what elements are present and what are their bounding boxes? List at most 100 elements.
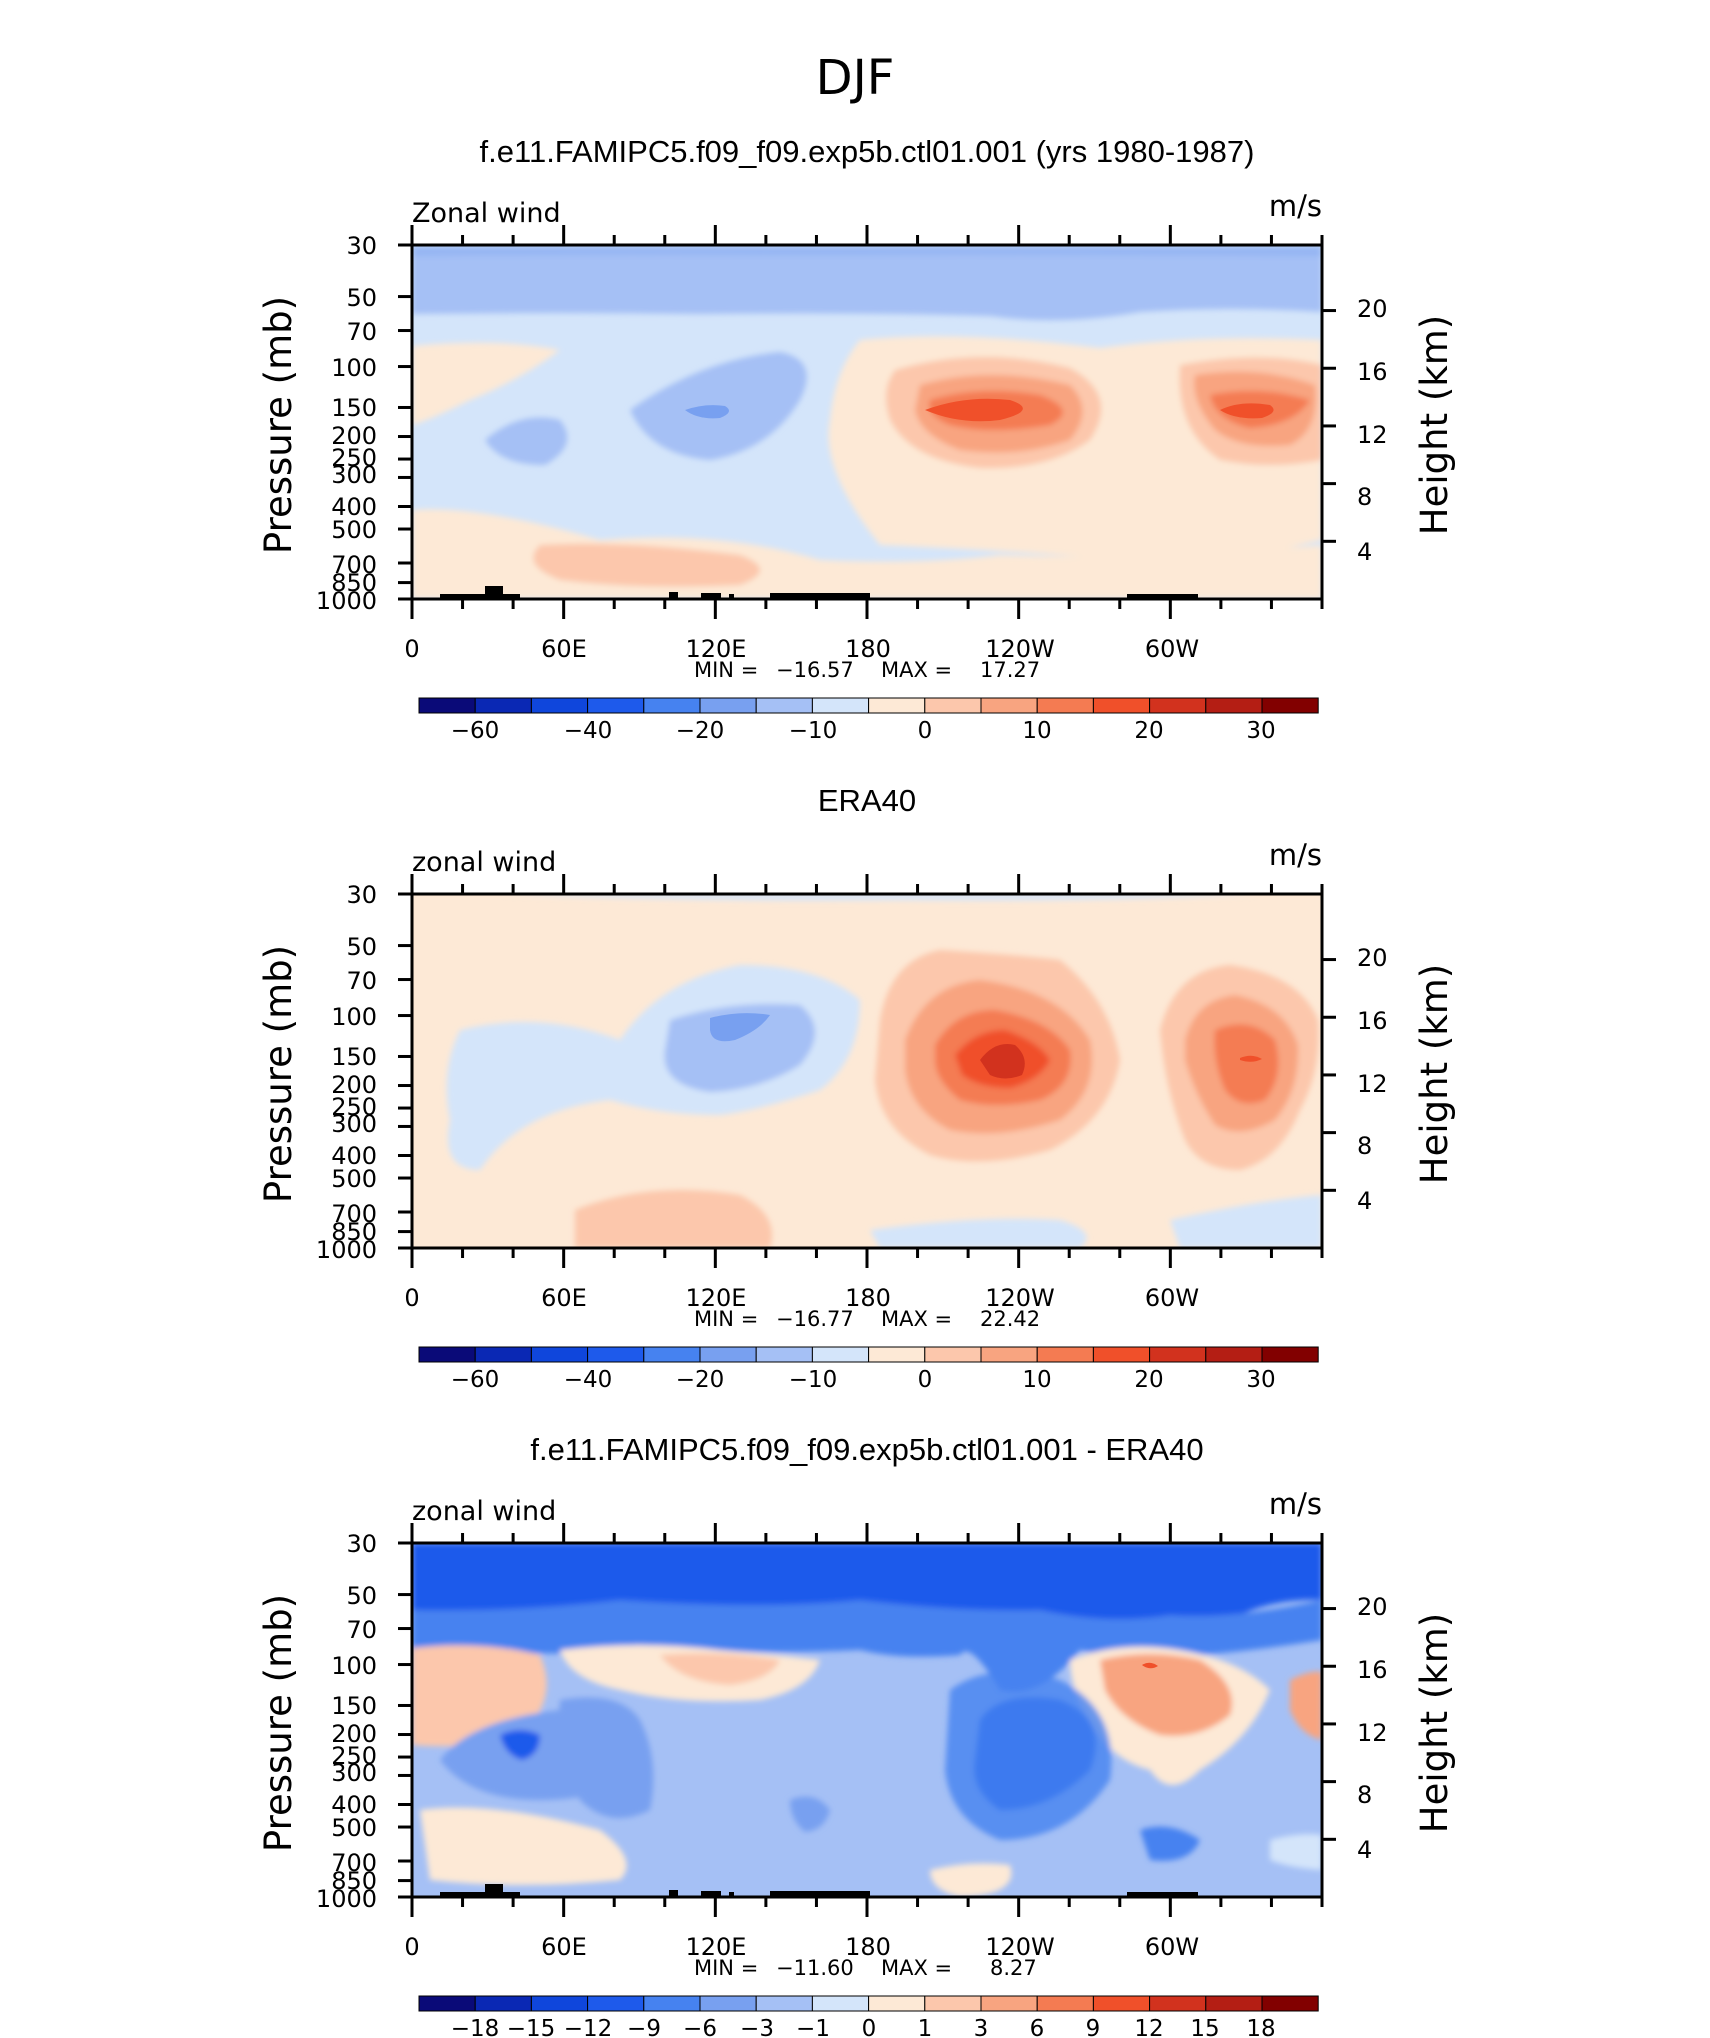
positive-mid-inner-level bbox=[660, 1653, 780, 1685]
y-axis-label: Pressure (mb) bbox=[257, 1594, 300, 1852]
contour-field bbox=[412, 245, 1322, 599]
lower-positive-outer-level bbox=[420, 1807, 627, 1885]
topography bbox=[440, 1884, 1198, 1897]
colorbar-swatch bbox=[643, 1995, 701, 2012]
y-tick-label: 250 bbox=[331, 1742, 377, 1770]
positive-right-level bbox=[1100, 1654, 1232, 1736]
colorbar-swatch bbox=[587, 697, 645, 714]
core-max-1-level bbox=[925, 398, 1023, 422]
y-tick-label: 250 bbox=[331, 444, 377, 472]
westerly-max-2-inner-level bbox=[1214, 1024, 1279, 1104]
colorbar-label: −10 bbox=[789, 718, 838, 744]
figure-title: DJF bbox=[816, 50, 895, 106]
max-label: MAX = bbox=[881, 1307, 952, 1331]
y-tick-label: 300 bbox=[331, 1759, 377, 1787]
height-tick-label: 8 bbox=[1357, 1781, 1372, 1809]
y-tick-label: 50 bbox=[346, 933, 377, 961]
colorbar-swatch bbox=[1149, 1995, 1207, 2012]
x-tick-label: 60E bbox=[541, 635, 587, 663]
y-ticks bbox=[398, 892, 1336, 1250]
colorbar-swatch bbox=[587, 1346, 645, 1363]
contour-field bbox=[412, 1543, 1322, 1897]
topo-block bbox=[701, 593, 721, 599]
colorbar-label: −12 bbox=[564, 2016, 613, 2038]
y-tick-label: 850 bbox=[331, 569, 377, 597]
max-value: 8.27 bbox=[990, 1956, 1037, 1980]
x-tick-label: 60E bbox=[541, 1284, 587, 1312]
colorbar-swatch bbox=[868, 697, 926, 714]
colorbar-label: −3 bbox=[740, 2016, 774, 2038]
y-tick-label: 100 bbox=[331, 1003, 377, 1031]
colorbar-swatch bbox=[924, 1346, 982, 1363]
variable-label: zonal wind bbox=[412, 1496, 556, 1527]
panel-title: f.e11.FAMIPC5.f09_f09.exp5b.ctl01.001 - … bbox=[530, 1432, 1203, 1467]
colorbar-label: 0 bbox=[918, 718, 933, 744]
colorbar-swatch bbox=[1036, 1346, 1094, 1363]
colorbar-label: −20 bbox=[676, 1367, 725, 1393]
max-label: MAX = bbox=[881, 658, 952, 682]
min-max-stats: MIN = −16.57 MAX = 17.27 bbox=[694, 658, 1040, 682]
y-tick-label: 200 bbox=[331, 422, 377, 450]
positive-far-right-level bbox=[1290, 1671, 1322, 1740]
colorbar-swatch bbox=[1149, 697, 1207, 714]
colorbar-swatch bbox=[530, 1346, 589, 1363]
y-axis-label: Pressure (mb) bbox=[257, 945, 300, 1203]
colorbar-swatch bbox=[811, 1995, 870, 2012]
y-tick-label: 100 bbox=[331, 1652, 377, 1680]
x-tick-label: 120E bbox=[686, 635, 747, 663]
colorbar-labels: −60 −40 −20 −10 0 10 20 30 bbox=[451, 1367, 1276, 1393]
y-tick-label: 250 bbox=[331, 1093, 377, 1121]
colorbar-swatch bbox=[868, 1346, 926, 1363]
topo-block bbox=[770, 593, 870, 599]
colorbar-swatch bbox=[418, 1346, 476, 1363]
y-tick-label: 30 bbox=[346, 232, 377, 260]
colorbar bbox=[418, 697, 1319, 714]
y-tick-label: 70 bbox=[346, 1616, 377, 1644]
height-tick-label: 20 bbox=[1357, 1593, 1388, 1621]
x-tick-labels: 0 60E 120E 180 120W 60W bbox=[404, 1933, 1199, 1961]
easterly-min-level bbox=[664, 1004, 815, 1092]
x-tick-label: 0 bbox=[404, 635, 419, 663]
colorbar-label: 12 bbox=[1134, 2016, 1163, 2038]
height-tick-label: 20 bbox=[1357, 295, 1388, 323]
lower-warm-level bbox=[575, 1190, 772, 1248]
colorbar-label: −1 bbox=[796, 2016, 830, 2038]
negative-west-core-level bbox=[500, 1730, 540, 1760]
y-tick-label: 200 bbox=[331, 1071, 377, 1099]
x-ticks bbox=[410, 225, 1324, 619]
colorbar-swatch bbox=[1036, 697, 1094, 714]
negative-spot-level bbox=[790, 1796, 830, 1832]
x-tick-label: 120E bbox=[686, 1933, 747, 1961]
height-tick-label: 12 bbox=[1357, 421, 1388, 449]
colorbar-swatch bbox=[587, 1995, 645, 2012]
height-tick-label: 4 bbox=[1357, 1187, 1372, 1215]
y-axis-label-right: Height (km) bbox=[1413, 315, 1456, 535]
y-tick-label: 300 bbox=[331, 1110, 377, 1138]
colorbar-swatch bbox=[474, 1346, 532, 1363]
y-tick-label: 150 bbox=[331, 1692, 377, 1720]
y-tick-label: 1000 bbox=[316, 1236, 377, 1264]
panel-title: ERA40 bbox=[818, 783, 916, 818]
height-tick-labels: 20 16 12 8 4 bbox=[1357, 1593, 1388, 1864]
x-tick-label: 120W bbox=[985, 635, 1055, 663]
colorbar-swatch bbox=[1205, 697, 1263, 714]
y-tick-label: 500 bbox=[331, 1814, 377, 1842]
topo-peak bbox=[485, 586, 503, 599]
lower-tropo-warm-level bbox=[533, 543, 760, 587]
min-label: MIN = bbox=[694, 658, 758, 682]
topo-block bbox=[669, 1890, 678, 1897]
panel-model: f.e11.FAMIPC5.f09_f09.exp5b.ctl01.001 (y… bbox=[257, 134, 1456, 744]
colorbar-label: 20 bbox=[1134, 1367, 1163, 1393]
min-label: MIN = bbox=[694, 1956, 758, 1980]
y-tick-label: 50 bbox=[346, 1582, 377, 1610]
colorbar-labels: −60 −40 −20 −10 0 10 20 30 bbox=[451, 718, 1276, 744]
x-tick-label: 120W bbox=[985, 1284, 1055, 1312]
colorbar-swatch bbox=[1092, 697, 1151, 714]
y-tick-label: 300 bbox=[331, 461, 377, 489]
topo-block bbox=[669, 592, 678, 599]
colorbar-swatch bbox=[530, 1995, 589, 2012]
y-ticks bbox=[398, 1541, 1336, 1899]
topo-block bbox=[701, 1891, 721, 1897]
max-label: MAX = bbox=[881, 1956, 952, 1980]
